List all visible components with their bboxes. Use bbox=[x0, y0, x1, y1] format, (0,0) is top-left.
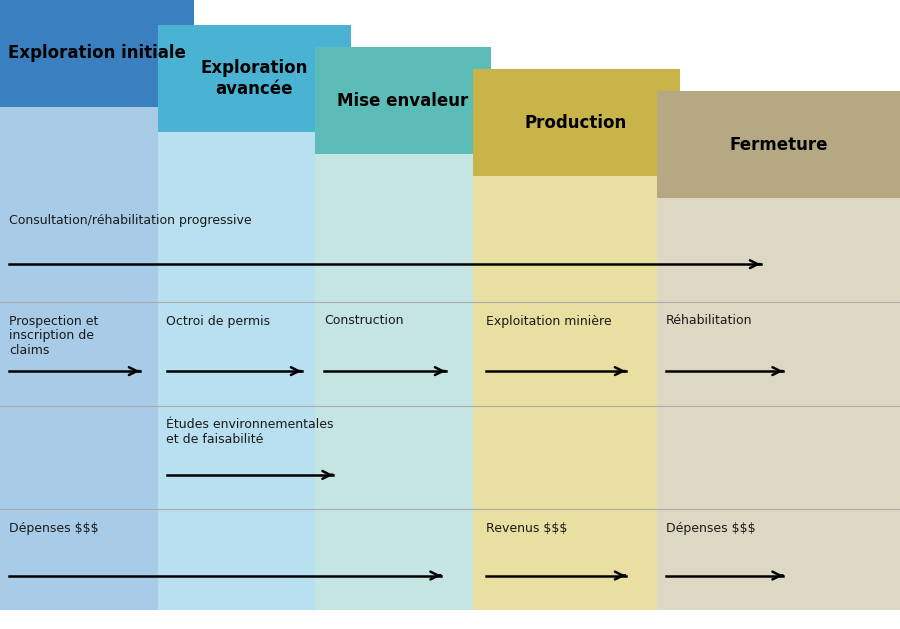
FancyBboxPatch shape bbox=[315, 47, 491, 154]
Text: Exploration initiale: Exploration initiale bbox=[8, 45, 185, 62]
FancyBboxPatch shape bbox=[158, 25, 351, 132]
FancyBboxPatch shape bbox=[0, 107, 194, 610]
Text: Prospection et
inscription de
claims: Prospection et inscription de claims bbox=[9, 314, 98, 357]
FancyBboxPatch shape bbox=[472, 176, 680, 610]
FancyBboxPatch shape bbox=[0, 0, 194, 107]
Text: Études environnementales
et de faisabilité: Études environnementales et de faisabili… bbox=[166, 418, 334, 447]
FancyBboxPatch shape bbox=[158, 132, 351, 610]
Text: Fermeture: Fermeture bbox=[729, 136, 828, 153]
Text: Dépenses $$$: Dépenses $$$ bbox=[666, 522, 756, 535]
Text: Construction: Construction bbox=[324, 314, 403, 328]
FancyBboxPatch shape bbox=[472, 69, 680, 176]
Text: Exploration
avancée: Exploration avancée bbox=[201, 59, 308, 98]
Text: Production: Production bbox=[525, 114, 627, 131]
Text: Consultation/réhabilitation progressive: Consultation/réhabilitation progressive bbox=[9, 214, 252, 227]
Text: Dépenses $$$: Dépenses $$$ bbox=[9, 522, 99, 535]
FancyBboxPatch shape bbox=[657, 91, 900, 198]
Text: Mise envaleur: Mise envaleur bbox=[338, 92, 468, 109]
Text: Revenus $$$: Revenus $$$ bbox=[486, 522, 567, 535]
FancyBboxPatch shape bbox=[657, 198, 900, 610]
Text: Octroi de permis: Octroi de permis bbox=[166, 314, 271, 328]
FancyBboxPatch shape bbox=[315, 154, 491, 610]
Text: Exploitation minière: Exploitation minière bbox=[486, 314, 612, 328]
Text: Réhabilitation: Réhabilitation bbox=[666, 314, 752, 328]
